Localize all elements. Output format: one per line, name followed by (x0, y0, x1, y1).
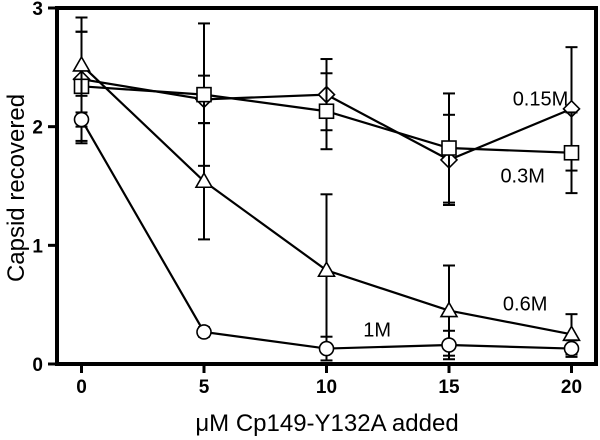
y-tick-label: 3 (32, 0, 43, 20)
x-tick-label: 15 (438, 377, 460, 398)
data-point-triangle (317, 260, 336, 278)
series-label-0.6M: 0.6M (503, 294, 547, 316)
x-tick-label: 20 (561, 377, 582, 398)
x-tick-label: 0 (76, 377, 87, 398)
y-tick-label: 2 (32, 118, 43, 139)
series-1M (73, 94, 580, 362)
series-label-0.15M: 0.15M (513, 88, 569, 110)
data-point-triangle (194, 171, 214, 189)
series-label-1M: 1M (363, 320, 391, 342)
axes: 0 5 10 15 20 0 1 2 3 (32, 0, 598, 398)
data-point-square (318, 103, 335, 120)
series-label-0.3M: 0.3M (500, 165, 544, 187)
data-point-square (441, 140, 457, 156)
y-tick-label: 0 (32, 355, 43, 376)
data-point-circle (441, 337, 457, 353)
x-axis-label: μM Cp149-Y132A added (195, 410, 458, 437)
series-layer (72, 16, 581, 362)
data-point-circle (318, 340, 335, 357)
y-axis-label: Capsid recovered (3, 94, 30, 282)
y-tick-label: 1 (32, 236, 43, 257)
data-point-circle (563, 340, 580, 357)
data-point-circle (196, 324, 212, 340)
x-tick-label: 10 (316, 377, 337, 398)
data-point-square (563, 144, 580, 161)
data-point-circle (73, 111, 90, 128)
label-layer: 0.15M 0.3M 0.6M 1M (363, 88, 568, 341)
data-point-triangle (72, 55, 91, 72)
data-point-triangle (439, 300, 459, 318)
data-point-square (196, 86, 212, 103)
x-tick-label: 5 (199, 377, 210, 398)
